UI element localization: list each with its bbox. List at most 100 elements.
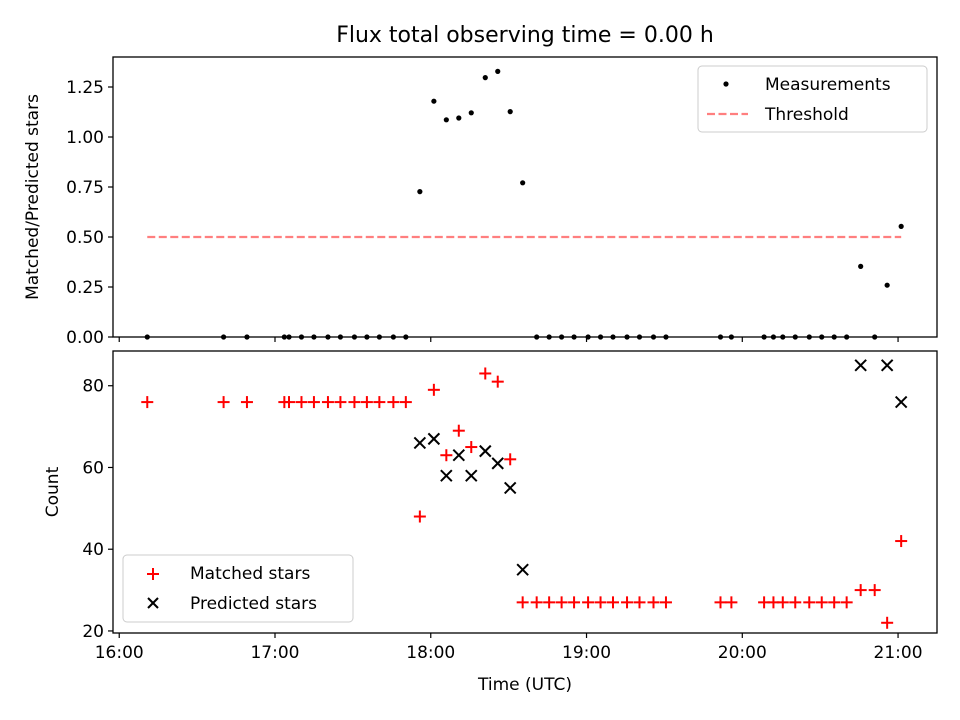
matched-stars-point [895, 535, 908, 548]
matched-stars-point [504, 453, 517, 466]
measurement-point [858, 263, 864, 269]
legend-measurements-marker [723, 81, 729, 87]
ratio-legend: Measurements Threshold [697, 65, 928, 133]
legend-matched-marker [147, 568, 159, 580]
matched-stars-point [568, 596, 581, 609]
count-marks [141, 359, 908, 629]
matched-stars-point [240, 396, 253, 409]
matched-stars-point [348, 396, 361, 409]
measurement-point [417, 189, 423, 195]
chart-title: Flux total observing time = 0.00 h [336, 23, 714, 48]
legend-threshold-label: Threshold [764, 105, 849, 125]
predicted-stars-point [427, 432, 441, 446]
measurement-point [468, 110, 474, 116]
measurement-point [898, 223, 904, 229]
y-tick-label: 0.00 [66, 328, 104, 348]
matched-stars-point [803, 596, 816, 609]
predicted-stars-point [479, 444, 492, 458]
matched-stars-point [621, 596, 634, 609]
x-tick-label: 19:00 [562, 643, 611, 663]
matched-stars-point [725, 596, 738, 609]
predicted-stars-point [894, 395, 908, 409]
legend-predicted-label: Predicted stars [190, 594, 317, 614]
matched-stars-point [295, 396, 308, 409]
measurement-point [507, 109, 513, 115]
matched-stars-point [881, 616, 894, 629]
matched-stars-point [789, 596, 802, 609]
predicted-stars-point [465, 469, 478, 482]
predicted-stars-point [491, 457, 504, 470]
x-tick-label: 21:00 [874, 643, 923, 663]
x-tick-label: 17:00 [250, 643, 299, 663]
y-tick-label: 0.50 [66, 228, 104, 248]
measurement-point [520, 180, 526, 186]
matched-stars-point [543, 596, 556, 609]
matched-stars-point [530, 596, 543, 609]
matched-stars-point [387, 396, 400, 409]
predicted-stars-point [854, 359, 867, 372]
ratio-y-axis: 0.00 0.25 0.50 0.75 1.00 1.25 [66, 78, 113, 348]
matched-stars-point [659, 596, 672, 609]
measurement-point [456, 115, 462, 121]
matched-stars-point [714, 596, 727, 609]
matched-stars-point [828, 596, 841, 609]
matched-stars-point [452, 424, 465, 437]
predicted-stars-point [413, 436, 427, 450]
predicted-stars-point [452, 449, 466, 462]
matched-stars-point [854, 584, 867, 597]
matched-stars-point [607, 596, 620, 609]
matched-stars-point [479, 367, 492, 380]
measurement-point [884, 282, 890, 288]
matched-stars-point [217, 396, 230, 409]
matched-stars-point [321, 396, 334, 409]
count-x-axis: 16:00 17:00 18:00 19:00 20:00 21:00 [95, 633, 923, 663]
x-tick-label: 20:00 [718, 643, 767, 663]
matched-stars-point [307, 396, 320, 409]
count-y-axis: 20 40 60 80 [82, 377, 113, 642]
matched-stars-point [360, 396, 373, 409]
matched-stars-point [427, 383, 440, 396]
measurement-point [443, 117, 449, 123]
y-tick-label: 20 [82, 622, 104, 642]
ratio-plot-frame [112, 56, 938, 338]
measurement-point [482, 75, 488, 81]
matched-stars-point [399, 396, 412, 409]
matched-stars-point [594, 596, 607, 609]
predicted-stars-point [880, 359, 894, 372]
y-tick-label: 40 [82, 540, 104, 560]
matched-stars-point [283, 396, 296, 409]
predicted-stars-point [503, 481, 517, 495]
matched-stars-point [141, 396, 154, 409]
matched-stars-point [516, 596, 529, 609]
legend-measurements-label: Measurements [765, 75, 891, 95]
matched-stars-point [633, 596, 646, 609]
ratio-y-axis-label: Matched/Predicted stars [23, 94, 43, 300]
ratio-x-axis [118, 337, 899, 342]
matched-stars-point [440, 449, 453, 462]
matched-stars-point [776, 596, 789, 609]
matched-stars-point [334, 396, 347, 409]
x-axis-label: Time (UTC) [477, 675, 572, 695]
legend-predicted-marker [147, 597, 159, 609]
x-tick-label: 16:00 [95, 643, 144, 663]
matched-stars-point [582, 596, 595, 609]
matched-stars-point [840, 596, 853, 609]
matched-stars-point [647, 596, 660, 609]
y-tick-label: 60 [82, 458, 104, 478]
predicted-stars-point [516, 563, 529, 576]
y-tick-label: 0.25 [66, 278, 104, 298]
ratio-panel: Flux total observing time = 0.00 h 0.000… [23, 23, 938, 348]
matched-stars-point [413, 510, 426, 523]
matched-stars-point [868, 584, 881, 597]
y-tick-label: 0.75 [66, 178, 104, 198]
matched-stars-point [373, 396, 386, 409]
y-tick-label: 1.00 [66, 128, 104, 148]
y-tick-label: 80 [82, 377, 104, 397]
predicted-stars-point [440, 469, 453, 482]
matched-stars-point [555, 596, 568, 609]
measurement-point [495, 68, 501, 74]
matched-stars-point [491, 375, 504, 388]
y-tick-label: 1.25 [66, 78, 104, 98]
count-plot-frame [112, 350, 938, 634]
